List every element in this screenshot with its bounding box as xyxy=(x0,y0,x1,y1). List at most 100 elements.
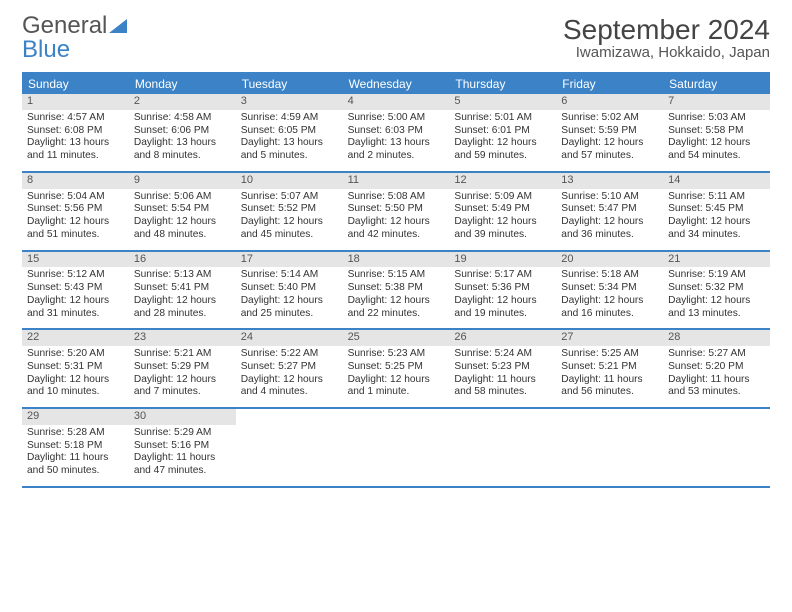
day-number: 2 xyxy=(129,94,236,110)
calendar-day: 10Sunrise: 5:07 AMSunset: 5:52 PMDayligh… xyxy=(236,173,343,250)
daylight-text: Daylight: 13 hours and 2 minutes. xyxy=(348,137,445,163)
daylight-text: Daylight: 12 hours and 4 minutes. xyxy=(241,374,338,400)
sunrise-text: Sunrise: 5:17 AM xyxy=(454,269,551,282)
day-number: 8 xyxy=(22,173,129,189)
sunrise-text: Sunrise: 5:07 AM xyxy=(241,191,338,204)
day-body: Sunrise: 5:24 AMSunset: 5:23 PMDaylight:… xyxy=(449,346,556,407)
day-number: 25 xyxy=(343,330,450,346)
day-number: 11 xyxy=(343,173,450,189)
calendar-grid: 1Sunrise: 4:57 AMSunset: 6:08 PMDaylight… xyxy=(22,94,770,488)
weekday-header: Saturday xyxy=(663,74,770,94)
daylight-text: Daylight: 12 hours and 19 minutes. xyxy=(454,295,551,321)
sunset-text: Sunset: 5:50 PM xyxy=(348,203,445,216)
day-body: Sunrise: 5:21 AMSunset: 5:29 PMDaylight:… xyxy=(129,346,236,407)
day-body: Sunrise: 5:06 AMSunset: 5:54 PMDaylight:… xyxy=(129,189,236,250)
sunrise-text: Sunrise: 5:04 AM xyxy=(27,191,124,204)
day-number: 26 xyxy=(449,330,556,346)
sunrise-text: Sunrise: 5:10 AM xyxy=(561,191,658,204)
day-number: 5 xyxy=(449,94,556,110)
day-number: 24 xyxy=(236,330,343,346)
day-number: 20 xyxy=(556,252,663,268)
calendar-day: 2Sunrise: 4:58 AMSunset: 6:06 PMDaylight… xyxy=(129,94,236,171)
calendar-day: 1 Sunrise: 4:57 AMSunset: 6:08 PMDaylight… xyxy=(22,94,129,171)
day-number: 15 xyxy=(22,252,129,268)
calendar-day: 29Sunrise: 5:28 AMSunset: 5:18 PMDayligh… xyxy=(22,409,129,486)
day-number: 1 xyxy=(22,94,129,110)
calendar-day: 3Sunrise: 4:59 AMSunset: 6:05 PMDaylight… xyxy=(236,94,343,171)
sunrise-text: Sunrise: 5:06 AM xyxy=(134,191,231,204)
daylight-text: Daylight: 12 hours and 48 minutes. xyxy=(134,216,231,242)
sunset-text: Sunset: 6:08 PM xyxy=(27,125,124,138)
daylight-text: Daylight: 12 hours and 25 minutes. xyxy=(241,295,338,321)
sunset-text: Sunset: 5:47 PM xyxy=(561,203,658,216)
day-number: 21 xyxy=(663,252,770,268)
sunrise-text: Sunrise: 5:11 AM xyxy=(668,191,765,204)
daylight-text: Daylight: 12 hours and 39 minutes. xyxy=(454,216,551,242)
sunset-text: Sunset: 5:38 PM xyxy=(348,282,445,295)
daylight-text: Daylight: 12 hours and 16 minutes. xyxy=(561,295,658,321)
calendar-week-row: 1Sunrise: 4:57 AMSunset: 6:08 PMDaylight… xyxy=(22,94,770,173)
sunrise-text: Sunrise: 5:28 AM xyxy=(27,427,124,440)
calendar-day: 30Sunrise: 5:29 AMSunset: 5:16 PMDayligh… xyxy=(129,409,236,486)
day-body: Sunrise: 5:04 AMSunset: 5:56 PMDaylight:… xyxy=(22,189,129,250)
sunrise-text: Sunrise: 5:25 AM xyxy=(561,348,658,361)
location-text: Iwamizawa, Hokkaido, Japan xyxy=(563,44,770,61)
page-title: September 2024 xyxy=(563,14,770,46)
calendar-day: 23Sunrise: 5:21 AMSunset: 5:29 PMDayligh… xyxy=(129,330,236,407)
daylight-text: Daylight: 13 hours and 11 minutes. xyxy=(27,137,124,163)
sunset-text: Sunset: 5:16 PM xyxy=(134,440,231,453)
day-body: Sunrise: 5:14 AMSunset: 5:40 PMDaylight:… xyxy=(236,267,343,328)
sunset-text: Sunset: 5:34 PM xyxy=(561,282,658,295)
sunrise-text: Sunrise: 5:12 AM xyxy=(27,269,124,282)
day-number: 3 xyxy=(236,94,343,110)
calendar-day-empty xyxy=(556,409,663,486)
day-body: Sunrise: 5:29 AMSunset: 5:16 PMDaylight:… xyxy=(129,425,236,486)
day-body: Sunrise: 5:13 AMSunset: 5:41 PMDaylight:… xyxy=(129,267,236,328)
day-number: 18 xyxy=(343,252,450,268)
day-body: Sunrise: 5:08 AMSunset: 5:50 PMDaylight:… xyxy=(343,189,450,250)
calendar-day: 20Sunrise: 5:18 AMSunset: 5:34 PMDayligh… xyxy=(556,252,663,329)
sunrise-text: Sunrise: 5:18 AM xyxy=(561,269,658,282)
sunset-text: Sunset: 5:29 PM xyxy=(134,361,231,374)
sunrise-text: Sunrise: 4:57 AM xyxy=(27,112,124,125)
sunset-text: Sunset: 5:49 PM xyxy=(454,203,551,216)
day-body: Sunrise: 5:18 AMSunset: 5:34 PMDaylight:… xyxy=(556,267,663,328)
day-body: Sunrise: 5:25 AMSunset: 5:21 PMDaylight:… xyxy=(556,346,663,407)
weekday-header-row: Sunday Monday Tuesday Wednesday Thursday… xyxy=(22,74,770,94)
logo: General Blue xyxy=(22,14,129,62)
day-number: 13 xyxy=(556,173,663,189)
sunset-text: Sunset: 5:21 PM xyxy=(561,361,658,374)
day-body: Sunrise: 5:19 AMSunset: 5:32 PMDaylight:… xyxy=(663,267,770,328)
sunset-text: Sunset: 6:03 PM xyxy=(348,125,445,138)
title-block: September 2024 Iwamizawa, Hokkaido, Japa… xyxy=(563,14,770,61)
day-number: 6 xyxy=(556,94,663,110)
sunset-text: Sunset: 5:41 PM xyxy=(134,282,231,295)
calendar-day: 22Sunrise: 5:20 AMSunset: 5:31 PMDayligh… xyxy=(22,330,129,407)
day-body: Sunrise: 5:12 AMSunset: 5:43 PMDaylight:… xyxy=(22,267,129,328)
daylight-text: Daylight: 13 hours and 5 minutes. xyxy=(241,137,338,163)
day-body: Sunrise: 5:28 AMSunset: 5:18 PMDaylight:… xyxy=(22,425,129,486)
sunset-text: Sunset: 5:18 PM xyxy=(27,440,124,453)
daylight-text: Daylight: 12 hours and 10 minutes. xyxy=(27,374,124,400)
calendar-day: 21Sunrise: 5:19 AMSunset: 5:32 PMDayligh… xyxy=(663,252,770,329)
daylight-text: Daylight: 12 hours and 34 minutes. xyxy=(668,216,765,242)
calendar-day: 17Sunrise: 5:14 AMSunset: 5:40 PMDayligh… xyxy=(236,252,343,329)
day-body: Sunrise: 4:59 AMSunset: 6:05 PMDaylight:… xyxy=(236,110,343,171)
daylight-text: Daylight: 12 hours and 28 minutes. xyxy=(134,295,231,321)
sunset-text: Sunset: 5:23 PM xyxy=(454,361,551,374)
calendar-day: 7Sunrise: 5:03 AMSunset: 5:58 PMDaylight… xyxy=(663,94,770,171)
sunrise-text: Sunrise: 5:27 AM xyxy=(668,348,765,361)
calendar-day-empty xyxy=(663,409,770,486)
calendar-day: 16Sunrise: 5:13 AMSunset: 5:41 PMDayligh… xyxy=(129,252,236,329)
sunset-text: Sunset: 6:05 PM xyxy=(241,125,338,138)
day-body: Sunrise: 5:27 AMSunset: 5:20 PMDaylight:… xyxy=(663,346,770,407)
sunrise-text: Sunrise: 5:21 AM xyxy=(134,348,231,361)
daylight-text: Daylight: 12 hours and 36 minutes. xyxy=(561,216,658,242)
calendar-day: 14Sunrise: 5:11 AMSunset: 5:45 PMDayligh… xyxy=(663,173,770,250)
sunset-text: Sunset: 6:01 PM xyxy=(454,125,551,138)
day-number: 17 xyxy=(236,252,343,268)
sunrise-text: Sunrise: 5:29 AM xyxy=(134,427,231,440)
weekday-header: Sunday xyxy=(22,74,129,94)
calendar-day: 15Sunrise: 5:12 AMSunset: 5:43 PMDayligh… xyxy=(22,252,129,329)
calendar-day: 28Sunrise: 5:27 AMSunset: 5:20 PMDayligh… xyxy=(663,330,770,407)
